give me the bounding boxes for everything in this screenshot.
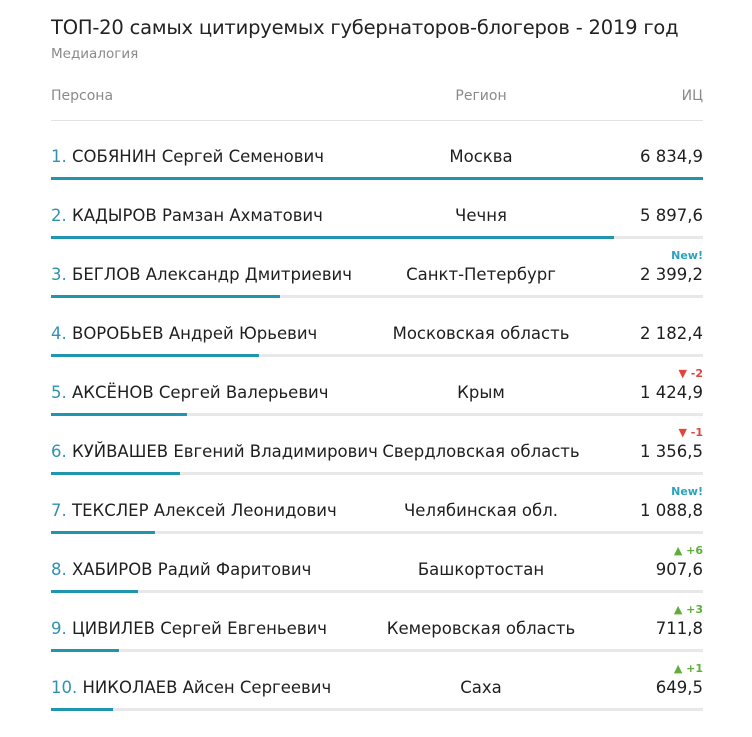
region-label: Московская область xyxy=(392,324,570,343)
bar xyxy=(51,177,703,180)
ranking-row: 9. ЦИВИЛЕВ Сергей Евгеньевич Кемеровская … xyxy=(51,603,703,678)
person-label: ВОРОБЬЕВ Андрей Юрьевич xyxy=(66,324,318,343)
bar xyxy=(51,649,119,652)
person-name: 10. НИКОЛАЕВ Айсен Сергеевич xyxy=(51,678,331,697)
bar xyxy=(51,708,113,711)
region-label: Челябинская обл. xyxy=(403,501,559,520)
citation-index-value: 1 424,9 xyxy=(640,383,703,402)
citation-index-value: 711,8 xyxy=(655,619,703,638)
rank-change-badge: ▲ +3 xyxy=(673,603,703,616)
person-label: КУЙВАШЕВ Евгений Владимирович xyxy=(66,442,378,461)
citation-index-value: 1 356,5 xyxy=(640,442,703,461)
header-divider xyxy=(51,120,703,121)
ranking-row: 3. БЕГЛОВ Александр Дмитриевич Санкт-Пете… xyxy=(51,249,703,324)
rank-number: 3. xyxy=(51,265,67,284)
person-label: ХАБИРОВ Радий Фаритович xyxy=(66,560,312,579)
bar xyxy=(51,590,138,593)
bar-track xyxy=(51,531,703,534)
new-badge: New! xyxy=(671,249,703,262)
person-label: ЦИВИЛЕВ Сергей Евгеньевич xyxy=(66,619,327,638)
ranking-row: 5. АКСЁНОВ Сергей Валерьевич Крым 1 424,9 ▼… xyxy=(51,367,703,442)
chart-title: ТОП-20 самых цитируемых губернаторов-бло… xyxy=(51,16,679,39)
bar-track xyxy=(51,590,703,593)
region-label: Башкортостан xyxy=(417,560,545,579)
person-label: НИКОЛАЕВ Айсен Сергеевич xyxy=(77,678,332,697)
rank-number: 7. xyxy=(51,501,67,520)
rank-number: 2. xyxy=(51,206,67,225)
region-label: Санкт-Петербург xyxy=(406,265,556,284)
bar-track xyxy=(51,236,703,239)
rank-number: 6. xyxy=(51,442,67,461)
region-label: Кемеровская область xyxy=(386,619,576,638)
column-header-value: ИЦ xyxy=(681,88,703,104)
bar xyxy=(51,354,259,357)
person-label: АКСЁНОВ Сергей Валерьевич xyxy=(66,383,329,402)
person-label: ТЕКСЛЕР Алексей Леонидович xyxy=(66,501,337,520)
citation-index-value: 2 399,2 xyxy=(640,265,703,284)
table-header: Персона Регион ИЦ xyxy=(51,88,703,110)
person-name: 8. ХАБИРОВ Радий Фаритович xyxy=(51,560,311,579)
person-name: 6. КУЙВАШЕВ Евгений Владимирович xyxy=(51,442,378,461)
citation-index-value: 6 834,9 xyxy=(640,147,703,166)
ranking-row: 4. ВОРОБЬЕВ Андрей Юрьевич Московская обл… xyxy=(51,324,703,383)
person-label: БЕГЛОВ Александр Дмитриевич xyxy=(66,265,353,284)
citation-index-value: 2 182,4 xyxy=(640,324,703,343)
rank-number: 9. xyxy=(51,619,67,638)
citation-index-value: 907,6 xyxy=(655,560,703,579)
ranking-row: 7. ТЕКСЛЕР Алексей Леонидович Челябинская… xyxy=(51,485,703,560)
rank-number: 4. xyxy=(51,324,67,343)
bar-track xyxy=(51,649,703,652)
person-name: 4. ВОРОБЬЕВ Андрей Юрьевич xyxy=(51,324,317,343)
region-label: Крым xyxy=(457,383,505,402)
citation-index-value: 649,5 xyxy=(655,678,703,697)
person-name: 1. СОБЯНИН Сергей Семенович xyxy=(51,147,324,166)
bar-track xyxy=(51,354,703,357)
column-header-region: Регион xyxy=(455,88,507,104)
bar-track xyxy=(51,472,703,475)
new-badge: New! xyxy=(671,485,703,498)
region-label: Свердловская область xyxy=(382,442,580,461)
person-label: СОБЯНИН Сергей Семенович xyxy=(66,147,324,166)
bar xyxy=(51,413,187,416)
ranking-row: 6. КУЙВАШЕВ Евгений Владимирович Свердлов… xyxy=(51,426,703,501)
region-label: Чечня xyxy=(455,206,507,225)
person-label: КАДЫРОВ Рамзан Ахматович xyxy=(66,206,323,225)
person-name: 7. ТЕКСЛЕР Алексей Леонидович xyxy=(51,501,337,520)
person-name: 9. ЦИВИЛЕВ Сергей Евгеньевич xyxy=(51,619,327,638)
ranking-row: 8. ХАБИРОВ Радий Фаритович Башкортостан 90… xyxy=(51,544,703,619)
rank-change-badge: ▲ +1 xyxy=(673,662,703,675)
person-name: 3. БЕГЛОВ Александр Дмитриевич xyxy=(51,265,352,284)
citation-index-value: 5 897,6 xyxy=(640,206,703,225)
citation-index-value: 1 088,8 xyxy=(640,501,703,520)
rank-change-badge: ▲ +6 xyxy=(673,544,703,557)
bar-track xyxy=(51,295,703,298)
rank-number: 1. xyxy=(51,147,67,166)
chart-subtitle: Медиалогия xyxy=(51,46,139,62)
region-label: Москва xyxy=(449,147,513,166)
person-name: 2. КАДЫРОВ Рамзан Ахматович xyxy=(51,206,323,225)
ranking-row: 10. НИКОЛАЕВ Айсен Сергеевич Саха 649,5 ▲ +… xyxy=(51,662,703,737)
bar xyxy=(51,531,155,534)
bar-track xyxy=(51,708,703,711)
rank-change-badge: ▼ -2 xyxy=(678,367,703,380)
region-label: Саха xyxy=(460,678,502,697)
rank-number: 8. xyxy=(51,560,67,579)
person-name: 5. АКСЁНОВ Сергей Валерьевич xyxy=(51,383,329,402)
rank-number: 10. xyxy=(51,678,78,697)
rank-number: 5. xyxy=(51,383,67,402)
bar-track xyxy=(51,413,703,416)
ranking-row: 2. КАДЫРОВ Рамзан Ахматович Чечня 5 897,6 xyxy=(51,206,703,265)
column-header-person: Персона xyxy=(51,88,114,104)
bar-track xyxy=(51,177,703,180)
bar xyxy=(51,295,280,298)
ranking-row: 1. СОБЯНИН Сергей Семенович Москва 6 834,9 xyxy=(51,147,703,206)
bar xyxy=(51,236,614,239)
rank-change-badge: ▼ -1 xyxy=(678,426,703,439)
bar xyxy=(51,472,180,475)
